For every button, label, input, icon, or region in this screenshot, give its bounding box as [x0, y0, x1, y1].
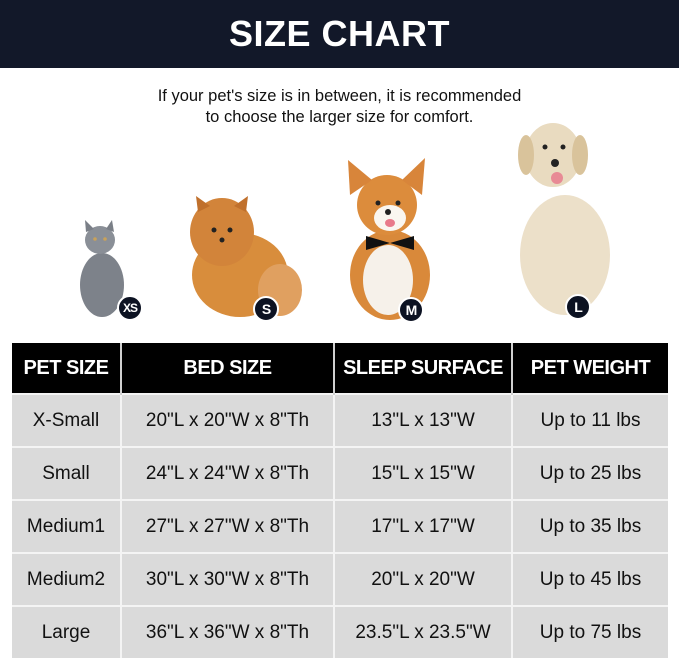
pet-size-cell: Small: [12, 446, 122, 500]
pet-weight-cell: Up to 45 lbs: [512, 552, 668, 606]
pet-size-cell: Medium2: [12, 552, 122, 606]
golden-retriever-image: [518, 123, 610, 315]
bed-size-cell: 30"L x 30"W x 8"Th: [121, 552, 335, 606]
size-badge-s: S: [253, 296, 279, 322]
pet-weight-cell: Up to 11 lbs: [512, 393, 668, 447]
page-title: SIZE CHART: [229, 13, 450, 54]
cat-image: [80, 220, 124, 317]
size-badge-m: M: [398, 297, 424, 323]
pet-size-cell: Medium1: [12, 499, 122, 553]
size-badge-l: L: [565, 294, 591, 320]
pet-weight-cell: Up to 35 lbs: [512, 499, 668, 553]
bed-size-cell: 27"L x 27"W x 8"Th: [121, 499, 335, 553]
header-sleep-surface: SLEEP SURFACE: [334, 343, 513, 394]
pet-size-cell: X-Small: [12, 393, 122, 447]
table-row: X-Small 20"L x 20"W x 8"Th 13"L x 13"W U…: [12, 393, 668, 447]
table-row: Small 24"L x 24"W x 8"Th 15"L x 15"W Up …: [12, 446, 668, 500]
table-header-row: PET SIZE BED SIZE SLEEP SURFACE PET WEIG…: [12, 343, 668, 394]
pet-weight-cell: Up to 75 lbs: [512, 605, 668, 658]
size-note: If your pet's size is in between, it is …: [0, 86, 679, 128]
bed-size-cell: 20"L x 20"W x 8"Th: [121, 393, 335, 447]
table-row: Medium2 30"L x 30"W x 8"Th 20"L x 20"W U…: [12, 552, 668, 606]
table-row: Large 36"L x 36"W x 8"Th 23.5"L x 23.5"W…: [12, 605, 668, 658]
sleep-surface-cell: 15"L x 15"W: [334, 446, 513, 500]
pet-weight-cell: Up to 25 lbs: [512, 446, 668, 500]
note-line-2: to choose the larger size for comfort.: [205, 108, 474, 126]
pet-size-cell: Large: [12, 605, 122, 658]
pomeranian-image: [190, 196, 302, 317]
bed-size-cell: 24"L x 24"W x 8"Th: [121, 446, 335, 500]
header-pet-weight: PET WEIGHT: [512, 343, 668, 394]
header-pet-size: PET SIZE: [12, 343, 122, 394]
size-badge-xs: XS: [117, 295, 143, 321]
corgi-image: [348, 158, 430, 320]
bed-size-cell: 36"L x 36"W x 8"Th: [121, 605, 335, 658]
sleep-surface-cell: 23.5"L x 23.5"W: [334, 605, 513, 658]
sleep-surface-cell: 17"L x 17"W: [334, 499, 513, 553]
header-bed-size: BED SIZE: [121, 343, 335, 394]
size-table: PET SIZE BED SIZE SLEEP SURFACE PET WEIG…: [12, 343, 668, 658]
sleep-surface-cell: 20"L x 20"W: [334, 552, 513, 606]
table-row: Medium1 27"L x 27"W x 8"Th 17"L x 17"W U…: [12, 499, 668, 553]
note-line-1: If your pet's size is in between, it is …: [157, 87, 522, 105]
title-banner: SIZE CHART: [0, 0, 679, 68]
sleep-surface-cell: 13"L x 13"W: [334, 393, 513, 447]
